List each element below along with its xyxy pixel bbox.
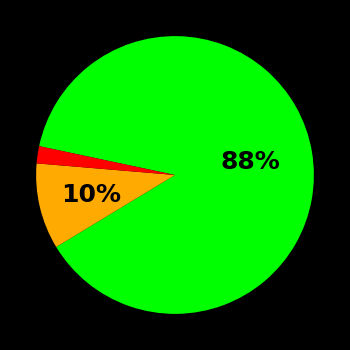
Text: 10%: 10% [61, 183, 121, 206]
Wedge shape [39, 36, 314, 314]
Wedge shape [37, 146, 175, 175]
Text: 88%: 88% [220, 150, 280, 174]
Wedge shape [36, 163, 175, 247]
